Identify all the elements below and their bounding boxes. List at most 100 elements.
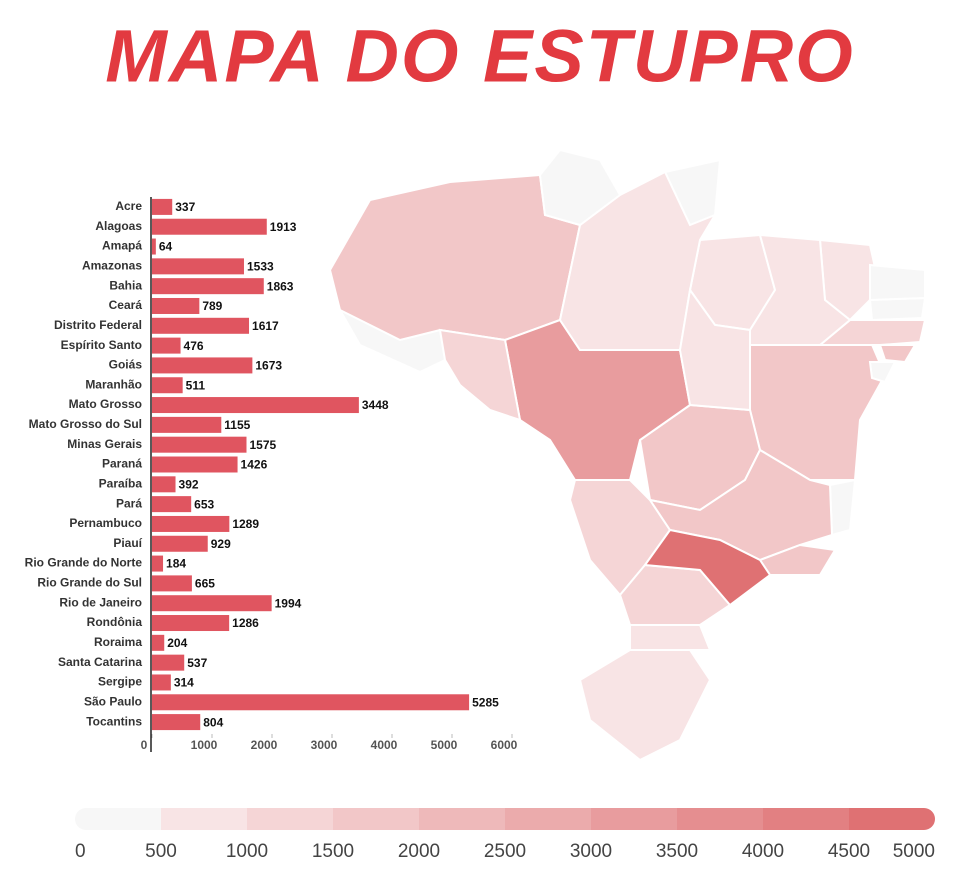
bar — [152, 337, 181, 354]
bar — [152, 674, 171, 691]
value-label: 1913 — [270, 220, 297, 234]
y-tick-label: Mato Grosso — [69, 397, 142, 411]
y-tick-label: Alagoas — [95, 219, 142, 233]
bar — [152, 694, 470, 711]
legend-tick-label: 4500 — [828, 841, 870, 862]
value-label: 1575 — [250, 438, 277, 452]
y-tick-label: Maranhão — [85, 377, 142, 391]
value-label: 476 — [184, 339, 204, 353]
legend-swatch — [763, 808, 850, 830]
y-tick-label: Piauí — [113, 536, 142, 550]
legend-tick-label: 1500 — [312, 841, 354, 862]
map — [328, 148, 927, 762]
map-state — [678, 287, 751, 412]
value-label: 537 — [187, 656, 207, 670]
legend-tick-label: 500 — [145, 841, 177, 862]
map-state — [868, 361, 897, 384]
bar — [152, 297, 200, 314]
y-tick-label: Ceará — [109, 298, 143, 312]
bar — [152, 595, 272, 612]
bar — [152, 535, 208, 552]
y-tick-label: Rondônia — [87, 615, 143, 629]
value-label: 204 — [167, 636, 187, 650]
bar — [152, 377, 183, 394]
y-tick-label: Minas Gerais — [67, 437, 142, 451]
value-label: 665 — [195, 577, 215, 591]
value-label: 1286 — [232, 616, 259, 630]
value-label: 511 — [186, 378, 206, 392]
map-state — [868, 296, 927, 322]
bar — [152, 515, 230, 532]
y-tick-label: Sergipe — [98, 675, 142, 689]
bar — [152, 496, 192, 513]
y-tick-label: Pará — [116, 496, 142, 510]
y-tick-label: Paraná — [102, 457, 142, 471]
y-tick-label: São Paulo — [84, 694, 142, 708]
bar — [152, 714, 201, 731]
legend-tick-label: 3000 — [570, 841, 612, 862]
map-state — [629, 624, 712, 651]
y-tick-label: Acre — [115, 199, 142, 213]
chart-title: MAPA DO ESTUPRO — [105, 15, 854, 98]
value-label: 64 — [159, 240, 173, 254]
value-label: 314 — [174, 676, 194, 690]
bar — [152, 218, 267, 235]
x-tick-label: 3000 — [311, 738, 338, 752]
y-tick-label: Mato Grosso do Sul — [29, 417, 142, 431]
y-tick-label: Roraima — [94, 635, 142, 649]
bar — [152, 436, 247, 453]
x-tick-label: 1000 — [191, 738, 218, 752]
bar — [152, 357, 253, 374]
legend-tick-label: 2000 — [398, 841, 440, 862]
value-label: 3448 — [362, 398, 389, 412]
bar — [152, 654, 185, 671]
value-label: 337 — [175, 200, 195, 214]
x-tick-label: 5000 — [431, 738, 458, 752]
y-tick-label: Bahia — [109, 278, 142, 292]
map-state — [578, 649, 712, 762]
map-state — [878, 344, 917, 364]
y-tick-label: Rio Grande do Norte — [25, 556, 143, 570]
legend-swatch — [677, 808, 764, 830]
y-tick-label: Tocantins — [86, 714, 142, 728]
bar — [152, 615, 230, 632]
value-label: 1426 — [241, 458, 268, 472]
legend-swatch — [247, 808, 334, 830]
value-label: 1673 — [255, 359, 282, 373]
y-tick-label: Santa Catarina — [58, 655, 142, 669]
legend-tick-label: 2500 — [484, 841, 526, 862]
legend-swatch — [591, 808, 678, 830]
bar — [152, 278, 264, 295]
bar — [152, 258, 244, 275]
value-label: 804 — [203, 715, 223, 729]
bar — [152, 555, 164, 572]
bar — [152, 198, 173, 215]
value-label: 184 — [166, 557, 186, 571]
x-tick-label: 0 — [141, 738, 148, 752]
map-state — [828, 478, 857, 537]
y-tick-label: Espírito Santo — [61, 338, 142, 352]
bar — [152, 416, 222, 433]
map-state — [869, 263, 926, 302]
legend-swatch — [505, 808, 592, 830]
bar — [152, 634, 165, 651]
y-tick-label: Distrito Federal — [54, 318, 142, 332]
y-tick-label: Rio Grande do Sul — [37, 576, 142, 590]
value-label: 1533 — [247, 260, 274, 274]
bar — [152, 575, 192, 592]
value-label: 5285 — [472, 695, 499, 709]
y-tick-label: Paraíba — [99, 476, 143, 490]
bar — [152, 317, 250, 334]
value-label: 653 — [194, 497, 214, 511]
map-state — [558, 170, 718, 351]
legend-swatch — [161, 808, 248, 830]
map-state — [538, 148, 622, 227]
value-label: 1863 — [267, 279, 294, 293]
value-label: 929 — [211, 537, 231, 551]
x-tick-label: 6000 — [491, 738, 518, 752]
legend-swatch — [849, 808, 935, 830]
value-label: 1994 — [275, 596, 302, 610]
map-state — [643, 528, 772, 607]
value-label: 1289 — [232, 517, 259, 531]
